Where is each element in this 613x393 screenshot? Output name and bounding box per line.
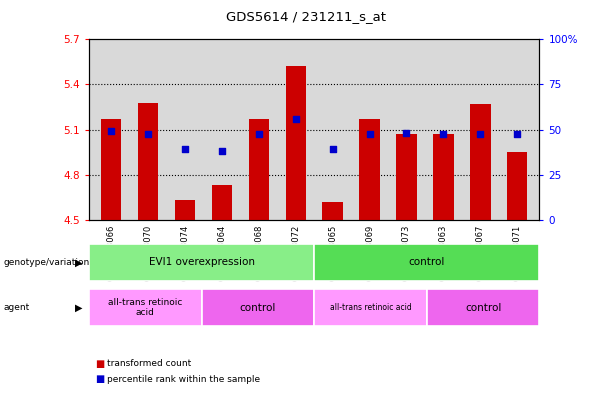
Point <box>438 131 448 138</box>
Text: control: control <box>465 303 501 312</box>
Point <box>106 128 116 134</box>
Bar <box>249 119 269 220</box>
Bar <box>101 119 121 220</box>
Point <box>180 146 190 152</box>
Point <box>402 130 411 136</box>
Text: control: control <box>240 303 276 312</box>
Bar <box>507 152 527 220</box>
Point <box>143 131 153 138</box>
Bar <box>286 66 306 220</box>
Bar <box>175 200 195 220</box>
Text: genotype/variation: genotype/variation <box>3 258 89 267</box>
Text: control: control <box>409 257 445 267</box>
Bar <box>314 244 539 281</box>
Text: transformed count: transformed count <box>107 359 191 368</box>
Bar <box>322 202 343 220</box>
Bar <box>359 119 379 220</box>
Bar <box>314 289 427 326</box>
Bar <box>211 185 232 220</box>
Bar <box>470 104 490 220</box>
Text: EVI1 overexpression: EVI1 overexpression <box>148 257 254 267</box>
Bar <box>427 289 539 326</box>
Text: all-trans retinoic
acid: all-trans retinoic acid <box>108 298 183 317</box>
Point <box>512 131 522 138</box>
Text: all-trans retinoic acid: all-trans retinoic acid <box>330 303 411 312</box>
Point <box>254 131 264 138</box>
Text: ▶: ▶ <box>75 303 82 312</box>
Text: agent: agent <box>3 303 29 312</box>
Bar <box>397 134 417 220</box>
Text: percentile rank within the sample: percentile rank within the sample <box>107 375 261 384</box>
Bar <box>89 244 314 281</box>
Bar <box>138 103 158 220</box>
Text: ■: ■ <box>95 358 104 369</box>
Text: ■: ■ <box>95 374 104 384</box>
Point <box>328 146 338 152</box>
Text: GDS5614 / 231211_s_at: GDS5614 / 231211_s_at <box>226 10 387 23</box>
Point <box>476 131 485 138</box>
Bar <box>89 289 202 326</box>
Text: ▶: ▶ <box>75 257 82 267</box>
Bar <box>202 289 314 326</box>
Point <box>365 131 375 138</box>
Bar <box>433 134 454 220</box>
Point <box>291 116 300 122</box>
Point <box>217 148 227 154</box>
